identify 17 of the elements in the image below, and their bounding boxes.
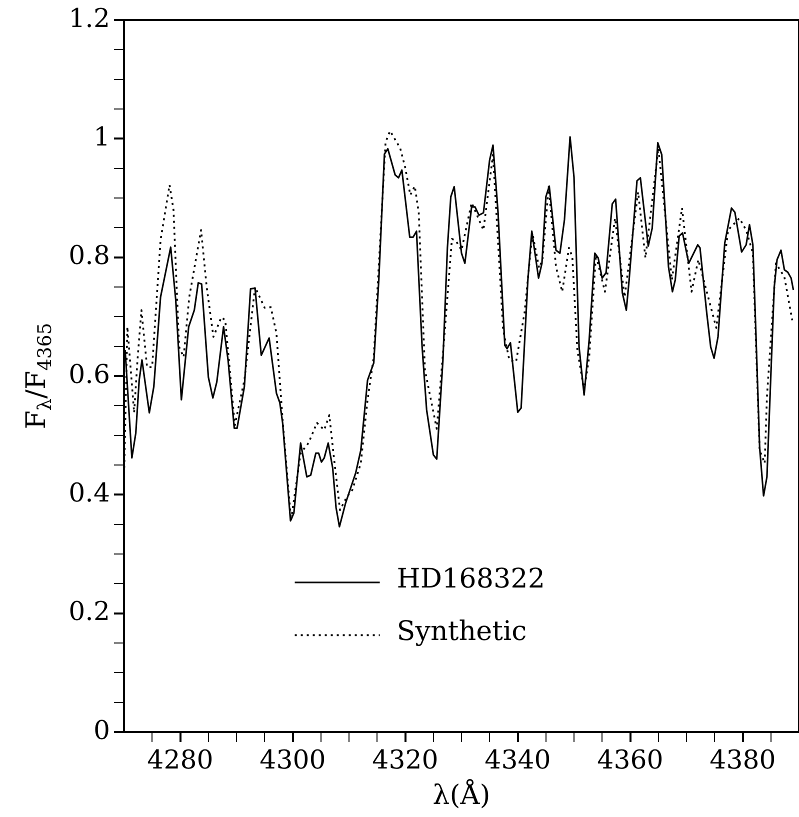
y-tick-label: 1 xyxy=(93,122,110,152)
x-tick-label: 4320 xyxy=(372,745,438,776)
legend-label: HD168322 xyxy=(396,563,546,594)
y-tick-label: 0.2 xyxy=(68,597,110,628)
y-tick-label: 0.6 xyxy=(68,360,110,390)
y-tick-label: 0.8 xyxy=(68,241,110,272)
x-tick-label: 4360 xyxy=(597,745,664,776)
x-tick-label: 4380 xyxy=(710,745,776,776)
x-tick-label: 4280 xyxy=(147,745,214,776)
y-tick-label: 0 xyxy=(93,716,110,746)
legend-label: Synthetic xyxy=(396,616,527,648)
x-tick-label: 4300 xyxy=(260,745,326,776)
y-axis-title: Fλ/F4365 xyxy=(21,322,56,430)
y-tick-label: 0.4 xyxy=(68,478,110,508)
y-tick-label: 1.2 xyxy=(68,4,110,34)
x-tick-label: 4340 xyxy=(484,745,551,776)
x-axis-title: λ(Å) xyxy=(432,778,490,812)
